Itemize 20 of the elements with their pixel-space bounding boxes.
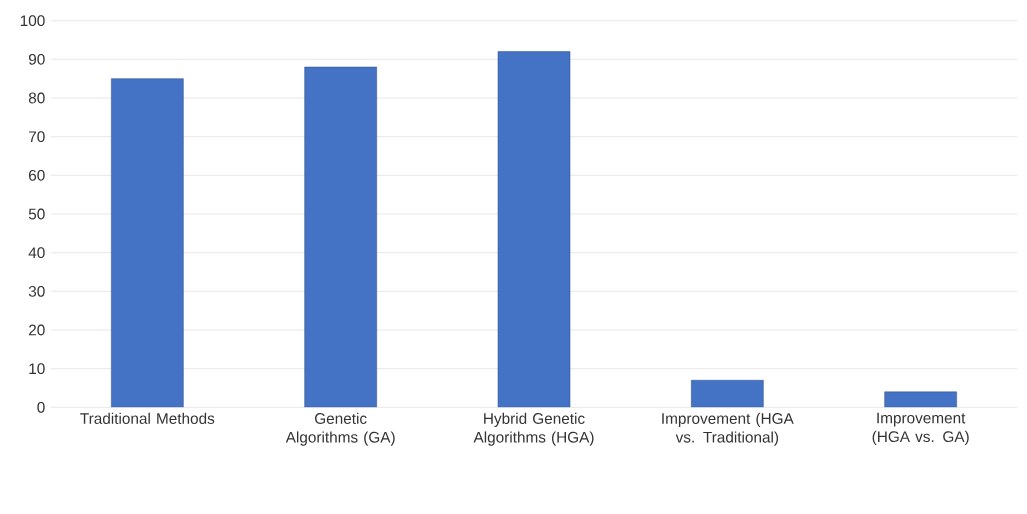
x-tick-label: Improvement (HGA vs. Traditional)	[662, 412, 794, 446]
y-tick-label: 60	[29, 169, 45, 181]
y-tick-label: 40	[28, 247, 45, 259]
x-tick-label: Genetic Algorithms (GA)	[285, 412, 395, 446]
y-tick-label: 10	[29, 363, 45, 375]
bar	[111, 78, 184, 408]
y-tick-label: 0	[37, 401, 45, 413]
bar	[497, 51, 571, 408]
bar	[304, 66, 377, 408]
x-tick-label: Hybrid Genetic Algorithms (HGA)	[473, 412, 594, 446]
y-tick-label: 30	[28, 285, 45, 297]
y-tick-label: 70	[29, 131, 45, 143]
x-tick-label: Traditional Methods	[80, 412, 215, 424]
y-tick-label: 20	[29, 324, 45, 336]
x-tick-label: Improvement (HGA vs. GA)	[872, 412, 969, 446]
y-tick-label: 80	[28, 92, 45, 104]
y-tick-label: 90	[28, 53, 45, 65]
y-tick-label: 100	[20, 15, 45, 27]
y-tick-label: 50	[28, 208, 45, 220]
bar	[691, 379, 764, 408]
